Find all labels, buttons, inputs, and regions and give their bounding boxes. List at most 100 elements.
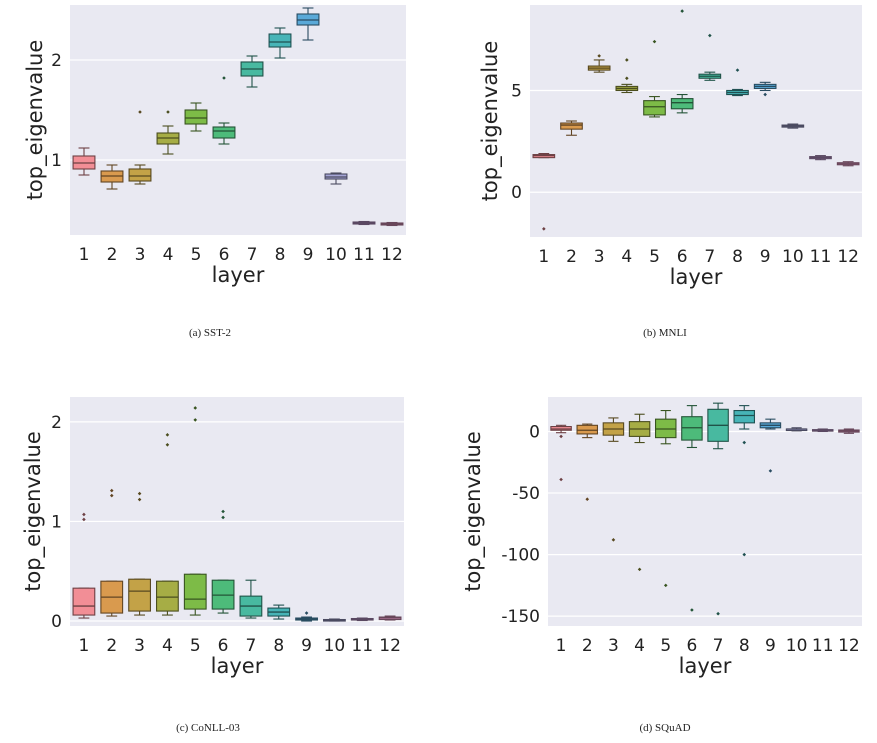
chart-panel-2: 051 2 3 4 5 6 7 8 9 10 11 12layertop_eigenvalue(b) …	[478, 5, 862, 339]
y-tick-label: -150	[501, 607, 540, 627]
box-layer-8	[726, 68, 749, 97]
x-tick-label: 12	[837, 247, 859, 267]
x-tick-label: 7	[246, 636, 257, 656]
outlier-point	[109, 493, 114, 498]
subfigure-caption: (c) CoNLL-03	[176, 722, 240, 734]
box-iqr	[733, 409, 756, 424]
outlier-point	[625, 58, 629, 62]
box-layer-11	[352, 220, 376, 226]
outlier-point	[597, 54, 601, 58]
x-tick-label: 11	[353, 245, 375, 265]
outlier-point	[742, 440, 747, 445]
x-axis-label: layer	[679, 654, 732, 678]
box-iqr	[128, 168, 152, 182]
box-layer-4	[156, 433, 179, 616]
box-layer-9	[753, 81, 777, 97]
x-tick-label: 5	[660, 636, 671, 656]
box-iqr	[72, 587, 96, 616]
outlier-point	[663, 583, 668, 588]
box-layer-8	[733, 405, 756, 557]
x-tick-label: 4	[163, 245, 174, 265]
outlier-point	[138, 110, 142, 114]
outlier-point	[625, 76, 629, 81]
box-layer-10	[781, 123, 805, 129]
box-layer-1	[72, 512, 96, 619]
x-tick-label: 11	[810, 247, 832, 267]
outlier-point	[193, 418, 198, 422]
outlier-point	[82, 517, 86, 522]
outlier-point	[585, 497, 590, 501]
x-tick-label: 2	[107, 245, 118, 265]
box-layer-6	[670, 9, 694, 114]
box-layer-11	[811, 428, 834, 433]
box-layer-10	[324, 172, 348, 185]
outlier-point	[652, 39, 657, 44]
outlier-point	[137, 497, 142, 502]
x-tick-label: 12	[381, 245, 403, 265]
box-iqr	[183, 573, 207, 610]
x-tick-label: 12	[838, 636, 860, 656]
box-layer-7	[240, 55, 264, 88]
subfigure-caption: (a) SST-2	[189, 327, 231, 339]
outlier-point	[82, 512, 86, 517]
box-layer-9	[759, 418, 782, 473]
box-layer-3	[587, 54, 611, 73]
x-tick-label: 11	[351, 636, 373, 656]
box-layer-10	[323, 618, 346, 622]
x-tick-label: 10	[324, 636, 346, 656]
box-layer-5	[643, 39, 666, 118]
box-iqr	[643, 100, 666, 116]
x-tick-label: 11	[812, 636, 834, 656]
x-tick-label: 1	[538, 247, 549, 267]
outlier-point	[690, 608, 694, 612]
x-tick-label: 5	[649, 247, 660, 267]
x-tick-label: 4	[162, 636, 173, 656]
box-layer-11	[350, 617, 374, 622]
outlier-point	[137, 491, 142, 496]
subfigure-caption: (b) MNLI	[643, 327, 687, 339]
box-layer-5	[654, 409, 677, 588]
box-iqr	[212, 126, 236, 139]
outlier-point	[165, 433, 170, 437]
box-layer-6	[211, 509, 235, 614]
outlier-point	[637, 567, 642, 572]
box-layer-5	[183, 406, 207, 616]
subfigure-caption: (d) SQuAD	[639, 722, 690, 734]
x-tick-label: 8	[732, 247, 743, 267]
box-layer-12	[838, 428, 860, 434]
outlier-point	[109, 488, 114, 493]
box-layer-11	[809, 155, 832, 161]
box-layer-4	[628, 413, 651, 572]
x-tick-label: 9	[301, 636, 312, 656]
x-tick-label: 3	[608, 636, 619, 656]
y-tick-label: 0	[529, 422, 540, 442]
box-layer-8	[267, 604, 291, 620]
outlier-point	[304, 611, 309, 615]
box-layer-4	[615, 58, 639, 94]
box-iqr	[156, 580, 179, 612]
y-tick-label: 2	[51, 413, 62, 433]
outlier-point	[763, 92, 767, 97]
y-tick-label: 0	[51, 612, 62, 632]
y-tick-label: -100	[501, 546, 540, 566]
outlier-point	[742, 552, 747, 557]
x-tick-label: 7	[704, 247, 715, 267]
box-iqr	[184, 109, 208, 125]
y-axis-label: top_eigenvalue	[21, 431, 46, 592]
x-tick-label: 4	[621, 247, 632, 267]
x-tick-label: 9	[765, 636, 776, 656]
outlier-point	[221, 509, 225, 514]
x-tick-label: 8	[275, 245, 286, 265]
box-layer-2	[560, 120, 583, 136]
x-tick-label: 1	[79, 636, 90, 656]
box-layer-3	[128, 491, 151, 616]
x-axis-label: layer	[670, 265, 723, 289]
x-tick-label: 2	[582, 636, 593, 656]
outlier-point	[222, 76, 226, 80]
x-tick-label: 6	[677, 247, 688, 267]
outlier-point	[611, 538, 616, 542]
x-tick-label: 9	[303, 245, 314, 265]
box-layer-1	[550, 424, 572, 482]
